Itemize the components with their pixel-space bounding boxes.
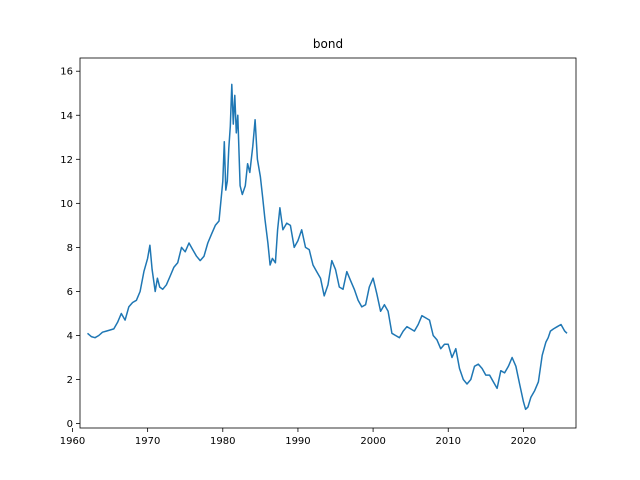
series-layer [87, 83, 568, 411]
plot-area [80, 58, 576, 428]
ticks: 1960 1970 1980 1990 2000 2010 2020 0 2 4 6 8 10 12 14 1… [60, 67, 536, 447]
x-tick-label: 1970 [135, 436, 160, 447]
y-tick-label: 16 [60, 67, 73, 78]
y-tick-label: 14 [60, 111, 73, 122]
x-tick-label: 1980 [210, 436, 235, 447]
y-tick-label: 4 [67, 331, 73, 342]
x-tick-label: 2020 [511, 436, 536, 447]
y-tick-label: 2 [67, 375, 73, 386]
x-tick-label: 2000 [360, 436, 385, 447]
y-tick-label: 12 [60, 155, 73, 166]
y-tick-label: 8 [67, 243, 73, 254]
y-tick-label: 10 [60, 199, 73, 210]
y-tick-label: 0 [67, 419, 73, 430]
x-tick-label: 1960 [60, 436, 85, 447]
x-tick-label: 2010 [436, 436, 461, 447]
x-tick-label: 1990 [285, 436, 310, 447]
y-tick-label: 6 [67, 287, 73, 298]
chart-title: bond [313, 37, 343, 51]
axes-frame [79, 57, 577, 429]
series-line-0 [87, 83, 568, 411]
